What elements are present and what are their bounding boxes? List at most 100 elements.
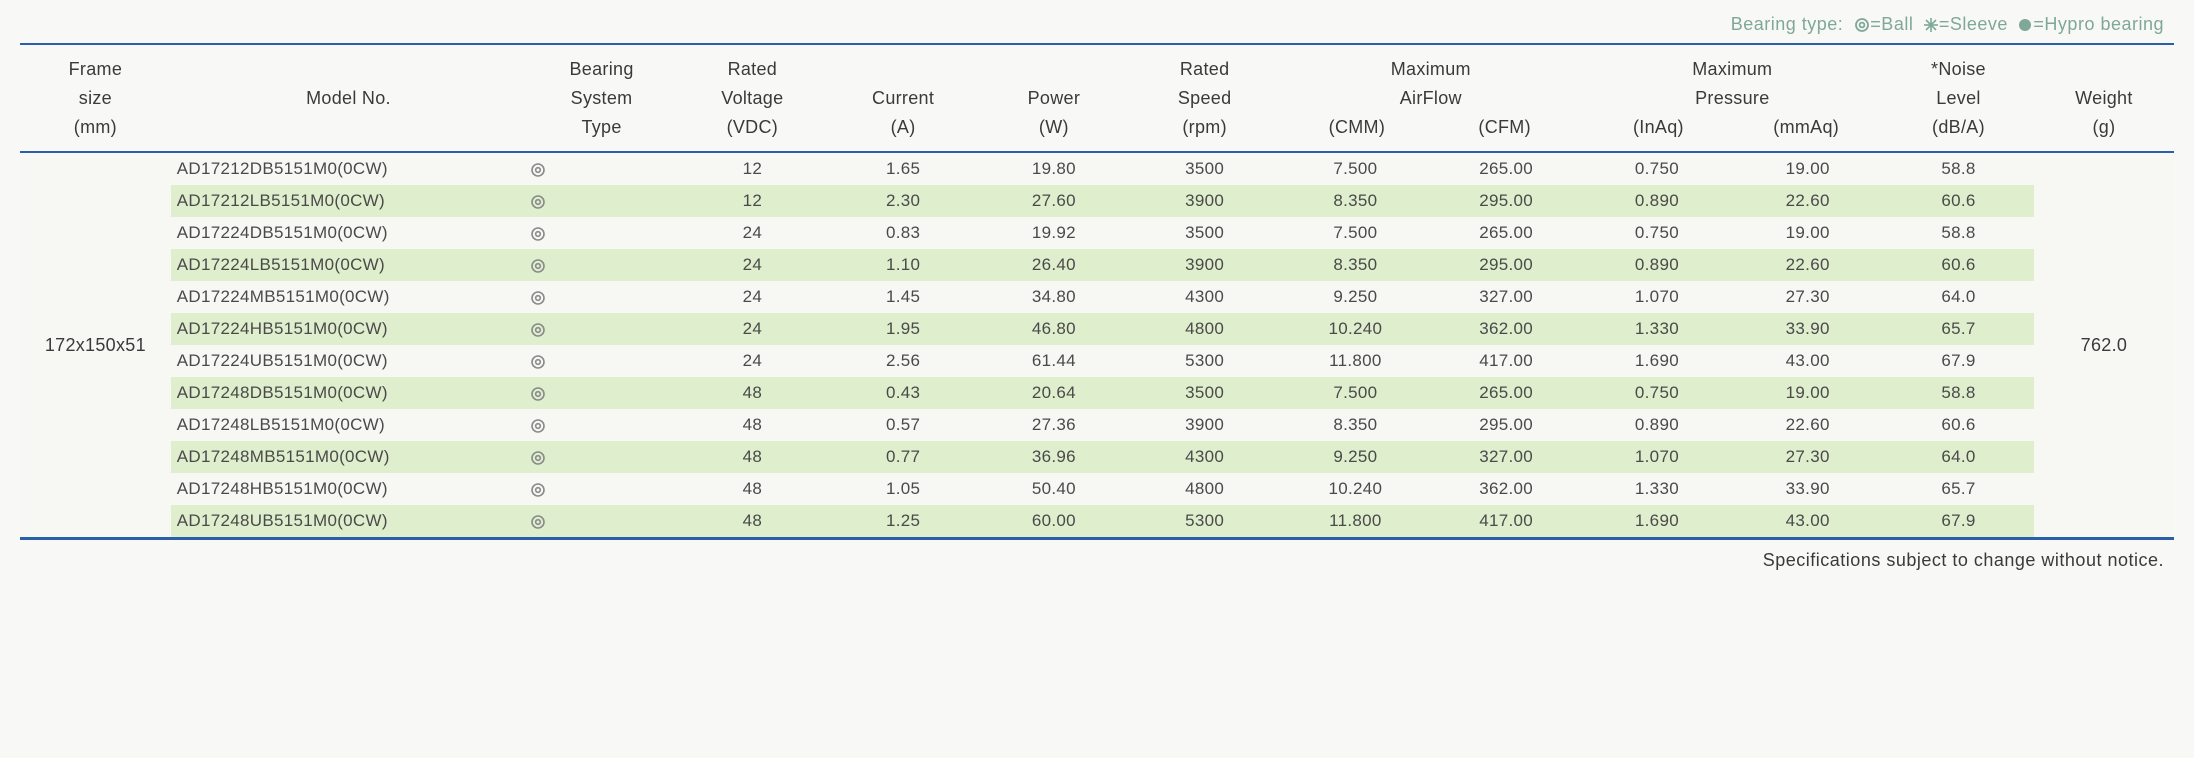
cell-speed: 3900 bbox=[1129, 409, 1280, 441]
table-row: AD17248MB5151M0(0CW) 480.7736.9643009.250… bbox=[20, 441, 2174, 473]
cell-current: 1.45 bbox=[828, 281, 979, 313]
cell-speed: 3500 bbox=[1129, 152, 1280, 185]
cell-cmm: 7.500 bbox=[1280, 152, 1431, 185]
cell-current: 1.10 bbox=[828, 249, 979, 281]
cell-noise: 65.7 bbox=[1883, 473, 2034, 505]
cell-inaq: 0.890 bbox=[1582, 409, 1733, 441]
cell-mmaq: 22.60 bbox=[1732, 409, 1883, 441]
cell-power: 34.80 bbox=[978, 281, 1129, 313]
cell-cfm: 362.00 bbox=[1431, 473, 1582, 505]
th-voltage-l2: Voltage bbox=[721, 88, 783, 108]
cell-model: AD17248MB5151M0(0CW) bbox=[171, 441, 526, 473]
cell-model: AD17224LB5151M0(0CW) bbox=[171, 249, 526, 281]
cell-power: 36.96 bbox=[978, 441, 1129, 473]
th-bearing-l2: System bbox=[571, 88, 633, 108]
cell-current: 0.77 bbox=[828, 441, 979, 473]
cell-speed: 4800 bbox=[1129, 473, 1280, 505]
th-bearing: Bearing System Type bbox=[526, 44, 677, 152]
cell-noise: 67.9 bbox=[1883, 345, 2034, 377]
cell-speed: 3500 bbox=[1129, 377, 1280, 409]
cell-power: 50.40 bbox=[978, 473, 1129, 505]
cell-cmm: 9.250 bbox=[1280, 281, 1431, 313]
th-airflow-g2: AirFlow bbox=[1400, 88, 1462, 108]
th-noise-l1: *Noise bbox=[1931, 59, 1986, 79]
th-bearing-l1: Bearing bbox=[569, 59, 633, 79]
th-mmaq: (mmAq) bbox=[1732, 113, 1880, 142]
cell-current: 2.30 bbox=[828, 185, 979, 217]
cell-cfm: 265.00 bbox=[1431, 377, 1582, 409]
cell-inaq: 1.330 bbox=[1582, 473, 1733, 505]
cell-voltage: 48 bbox=[677, 441, 828, 473]
sleeve-bearing-icon bbox=[1923, 17, 1939, 33]
cell-inaq: 1.690 bbox=[1582, 505, 1733, 539]
cell-inaq: 0.750 bbox=[1582, 377, 1733, 409]
cell-speed: 4800 bbox=[1129, 313, 1280, 345]
table-row: AD17224MB5151M0(0CW)241.4534.8043009.250… bbox=[20, 281, 2174, 313]
cell-model: AD17224HB5151M0(0CW) bbox=[171, 313, 526, 345]
cell-inaq: 1.070 bbox=[1582, 281, 1733, 313]
ball-bearing-icon bbox=[530, 418, 546, 434]
cell-bearing bbox=[526, 249, 677, 281]
th-speed-l3: (rpm) bbox=[1182, 117, 1227, 137]
cell-bearing bbox=[526, 377, 677, 409]
cell-voltage: 24 bbox=[677, 281, 828, 313]
th-current-l2: (A) bbox=[891, 117, 916, 137]
cell-power: 27.60 bbox=[978, 185, 1129, 217]
th-noise-l3: (dB/A) bbox=[1932, 117, 1985, 137]
bearing-legend: Bearing type: =Ball =Sleeve =Hypro beari… bbox=[20, 10, 2174, 43]
table-row: AD17224HB5151M0(0CW)241.9546.80480010.24… bbox=[20, 313, 2174, 345]
cell-cmm: 10.240 bbox=[1280, 313, 1431, 345]
th-airflow: Maximum AirFlow (CMM)(CFM) bbox=[1280, 44, 1582, 152]
cell-power: 60.00 bbox=[978, 505, 1129, 539]
th-bearing-l3: Type bbox=[581, 117, 621, 137]
table-row: AD17248DB5151M0(0CW)480.4320.6435007.500… bbox=[20, 377, 2174, 409]
cell-inaq: 0.750 bbox=[1582, 217, 1733, 249]
cell-mmaq: 22.60 bbox=[1732, 185, 1883, 217]
cell-current: 0.43 bbox=[828, 377, 979, 409]
cell-model: AD17248HB5151M0(0CW) bbox=[171, 473, 526, 505]
th-voltage: Rated Voltage (VDC) bbox=[677, 44, 828, 152]
th-weight-l1: Weight bbox=[2075, 88, 2133, 108]
cell-voltage: 24 bbox=[677, 345, 828, 377]
th-cfm: (CFM) bbox=[1431, 113, 1579, 142]
ball-bearing-icon bbox=[530, 290, 546, 306]
cell-noise: 60.6 bbox=[1883, 409, 2034, 441]
cell-cmm: 11.800 bbox=[1280, 505, 1431, 539]
cell-mmaq: 19.00 bbox=[1732, 152, 1883, 185]
th-pressure: Maximum Pressure (InAq)(mmAq) bbox=[1582, 44, 1884, 152]
ball-bearing-icon bbox=[530, 514, 546, 530]
cell-cmm: 9.250 bbox=[1280, 441, 1431, 473]
cell-noise: 58.8 bbox=[1883, 377, 2034, 409]
cell-voltage: 48 bbox=[677, 473, 828, 505]
cell-speed: 5300 bbox=[1129, 345, 1280, 377]
ball-bearing-icon bbox=[530, 162, 546, 178]
cell-bearing bbox=[526, 217, 677, 249]
th-speed: Rated Speed (rpm) bbox=[1129, 44, 1280, 152]
legend-prefix: Bearing type: bbox=[1731, 14, 1844, 34]
cell-mmaq: 43.00 bbox=[1732, 505, 1883, 539]
table-body: 172x150x51AD17212DB5151M0(0CW)121.6519.8… bbox=[20, 152, 2174, 539]
cell-current: 1.25 bbox=[828, 505, 979, 539]
cell-model: AD17212DB5151M0(0CW) bbox=[171, 152, 526, 185]
cell-inaq: 1.690 bbox=[1582, 345, 1733, 377]
cell-speed: 4300 bbox=[1129, 281, 1280, 313]
cell-power: 26.40 bbox=[978, 249, 1129, 281]
table-row: 172x150x51AD17212DB5151M0(0CW)121.6519.8… bbox=[20, 152, 2174, 185]
th-frame-l3: (mm) bbox=[74, 117, 117, 137]
th-frame-l1: Frame bbox=[69, 59, 123, 79]
cell-inaq: 0.890 bbox=[1582, 249, 1733, 281]
th-model-l1: Model No. bbox=[306, 88, 391, 108]
table-row: AD17248UB5151M0(0CW)481.2560.00530011.80… bbox=[20, 505, 2174, 539]
th-speed-l1: Rated bbox=[1180, 59, 1230, 79]
th-pressure-g2: Pressure bbox=[1695, 88, 1769, 108]
cell-voltage: 24 bbox=[677, 217, 828, 249]
th-pressure-g1: Maximum bbox=[1692, 59, 1772, 79]
cell-voltage: 48 bbox=[677, 409, 828, 441]
hypro-bearing-icon bbox=[2017, 17, 2033, 33]
cell-cmm: 7.500 bbox=[1280, 377, 1431, 409]
table-row: AD17248LB5151M0(0CW)480.5727.3639008.350… bbox=[20, 409, 2174, 441]
cell-bearing bbox=[526, 505, 677, 539]
cell-speed: 3900 bbox=[1129, 249, 1280, 281]
cell-noise: 67.9 bbox=[1883, 505, 2034, 539]
cell-speed: 4300 bbox=[1129, 441, 1280, 473]
